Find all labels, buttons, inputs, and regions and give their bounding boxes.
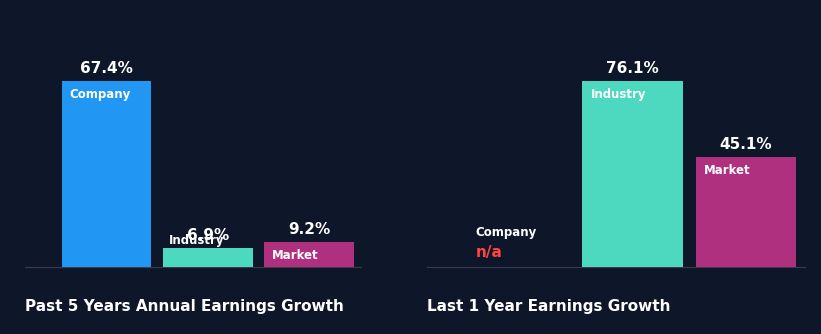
Text: Company: Company (475, 226, 537, 239)
Bar (696, 157, 796, 267)
Text: Company: Company (69, 89, 131, 102)
Bar (62, 81, 151, 267)
Text: 9.2%: 9.2% (288, 222, 330, 237)
Text: 6.9%: 6.9% (186, 228, 229, 243)
Text: Last 1 Year Earnings Growth: Last 1 Year Earnings Growth (427, 299, 671, 314)
Text: Market: Market (272, 249, 319, 262)
Text: Industry: Industry (169, 234, 225, 247)
Text: 67.4%: 67.4% (80, 61, 133, 76)
Text: Past 5 Years Annual Earnings Growth: Past 5 Years Annual Earnings Growth (25, 299, 343, 314)
Text: n/a: n/a (475, 245, 502, 260)
Text: 45.1%: 45.1% (720, 137, 773, 152)
Bar (264, 242, 354, 267)
Bar (582, 81, 682, 267)
Bar (163, 248, 253, 267)
Text: Industry: Industry (590, 89, 646, 102)
Text: Market: Market (704, 164, 751, 177)
Text: 76.1%: 76.1% (606, 61, 658, 76)
